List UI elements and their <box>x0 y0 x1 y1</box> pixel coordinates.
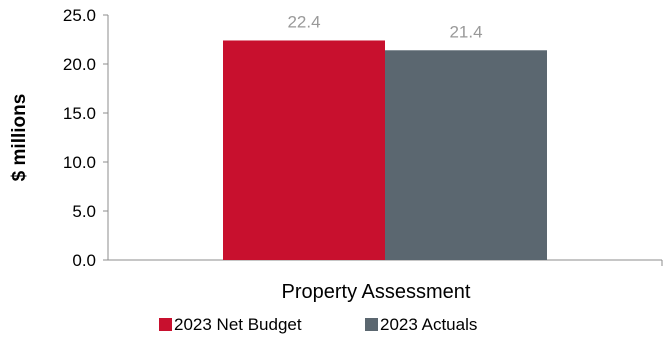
y-axis: 0.0 5.0 10.0 15.0 20.0 25.0 <box>63 6 109 270</box>
y-tick-label: 5.0 <box>72 202 96 221</box>
y-tick-label: 15.0 <box>63 104 96 123</box>
y-tick-label: 25.0 <box>63 6 96 25</box>
data-label: 22.4 <box>287 12 320 31</box>
y-tick-label: 0.0 <box>72 251 96 270</box>
y-tick-label: 20.0 <box>63 55 96 74</box>
data-labels: 22.4 21.4 <box>287 12 482 41</box>
data-label: 21.4 <box>449 22 482 41</box>
legend: 2023 Net Budget 2023 Actuals <box>159 315 477 334</box>
legend-label-net-budget: 2023 Net Budget <box>174 315 302 334</box>
bar-net-budget <box>223 40 385 261</box>
legend-swatch-actuals <box>365 318 378 331</box>
bar-actuals <box>385 50 547 260</box>
y-axis-title: $ millions <box>9 94 30 182</box>
x-axis <box>108 259 663 266</box>
legend-label-actuals: 2023 Actuals <box>380 315 477 334</box>
y-tick-label: 10.0 <box>63 153 96 172</box>
legend-swatch-net-budget <box>159 318 172 331</box>
category-label: Property Assessment <box>282 281 471 303</box>
bars <box>223 40 547 261</box>
